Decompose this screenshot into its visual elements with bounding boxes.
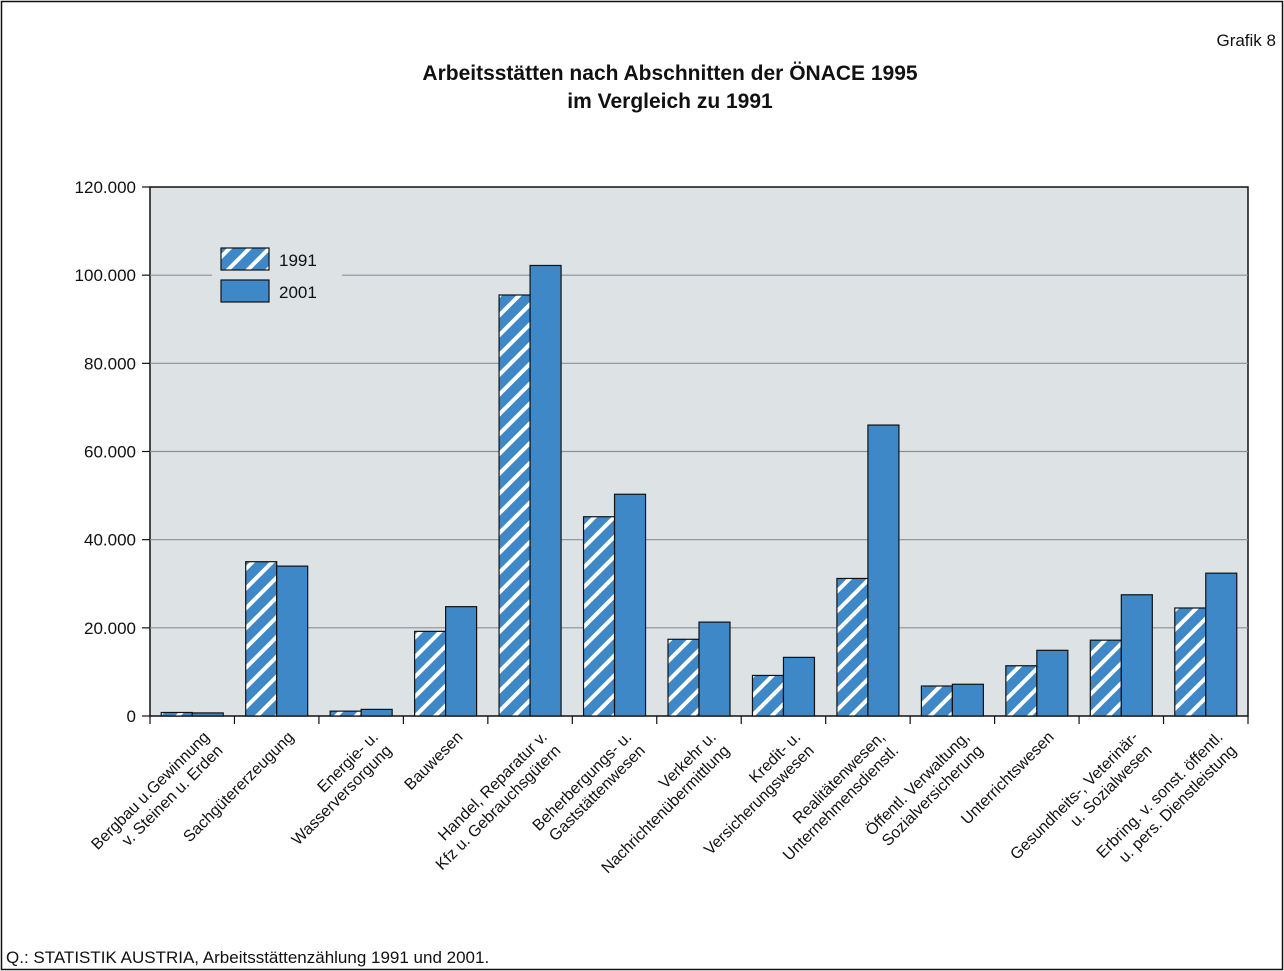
bar-2001-6 — [613, 493, 647, 717]
bar-1991-9 — [836, 577, 869, 717]
y-tick-label: 80.000 — [84, 354, 136, 373]
bar-2001-5 — [529, 264, 562, 717]
bar-1991-7 — [667, 638, 700, 717]
bar-2001-1 — [191, 712, 224, 717]
bar-2001-4 — [445, 606, 478, 717]
bar-2001-3 — [360, 708, 393, 717]
bar-2001-8 — [782, 656, 816, 717]
chart-title-line-1: Arbeitsstätten nach Abschnitten der ÖNAC… — [422, 62, 917, 85]
legend-swatch-1991 — [220, 247, 270, 271]
bar-1991-8 — [751, 674, 785, 717]
bars — [160, 264, 1238, 717]
bar-2001-7 — [698, 621, 731, 717]
bar-2001-10 — [951, 683, 984, 717]
source-note: Q.: STATISTIK AUSTRIA, Arbeitsstättenzäh… — [6, 948, 489, 967]
legend: 1991 2001 — [212, 242, 342, 310]
bar-1991-4 — [414, 630, 447, 717]
bar-1991-12 — [1089, 639, 1122, 717]
bar-1991-2 — [245, 561, 278, 717]
legend-label-1991: 1991 — [279, 251, 317, 270]
bar-1991-13 — [1174, 607, 1207, 717]
y-tick-label: 60.000 — [84, 443, 136, 462]
legend-swatch-2001 — [220, 279, 270, 303]
bar-1991-11 — [1005, 665, 1038, 717]
chart-title-line-2: im Vergleich zu 1991 — [567, 90, 773, 113]
bar-2001-13 — [1205, 572, 1238, 717]
y-tick-label: 40.000 — [84, 531, 136, 550]
bar-2001-9 — [867, 424, 900, 717]
legend-label-2001: 2001 — [279, 283, 317, 302]
bar-1991-6 — [582, 516, 616, 717]
grafik-label: Grafik 8 — [1216, 31, 1276, 50]
bar-1991-1 — [160, 711, 193, 717]
y-tick-label: 0 — [127, 707, 136, 726]
y-tick-label: 100.000 — [75, 266, 136, 285]
bar-1991-10 — [920, 685, 953, 717]
bar-1991-5 — [498, 294, 531, 717]
bar-2001-12 — [1120, 594, 1153, 717]
y-tick-label: 20.000 — [84, 619, 136, 638]
x-axis-ticks — [149, 716, 1249, 724]
bar-2001-11 — [1036, 649, 1069, 717]
bar-2001-2 — [276, 565, 309, 717]
bar-1991-3 — [329, 710, 362, 717]
y-axis-ticks: 0 20.000 40.000 60.000 80.000 100.000 120.000 — [75, 178, 150, 726]
y-tick-label: 120.000 — [75, 178, 136, 197]
